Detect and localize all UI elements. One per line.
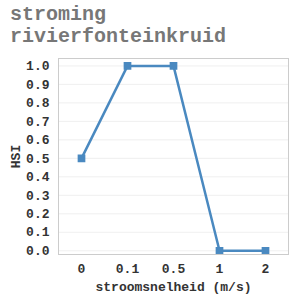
svg-text:0.6: 0.6 <box>26 133 50 148</box>
svg-text:2: 2 <box>262 262 270 277</box>
svg-text:0.1: 0.1 <box>26 225 50 240</box>
svg-text:0.5: 0.5 <box>26 152 50 167</box>
svg-text:0.8: 0.8 <box>26 96 50 111</box>
svg-text:0.4: 0.4 <box>26 170 50 185</box>
svg-text:1: 1 <box>216 262 224 277</box>
svg-text:0.0: 0.0 <box>26 244 50 259</box>
svg-text:HSI: HSI <box>9 145 24 168</box>
svg-text:0.7: 0.7 <box>26 115 49 130</box>
html-text:stroming rivierfonteinkruid: stroming rivierfonteinkruid <box>10 3 226 48</box>
svg-text:0: 0 <box>78 262 86 277</box>
svg-text:0.1: 0.1 <box>116 262 140 277</box>
svg-text:0.5: 0.5 <box>162 262 186 277</box>
svg-text:0.2: 0.2 <box>26 207 50 222</box>
svg-text:1.0: 1.0 <box>26 59 50 74</box>
svg-text:0.3: 0.3 <box>26 188 50 203</box>
svg-text:stroomsnelheid (m/s): stroomsnelheid (m/s) <box>95 280 251 295</box>
svg-text:0.9: 0.9 <box>26 78 50 93</box>
